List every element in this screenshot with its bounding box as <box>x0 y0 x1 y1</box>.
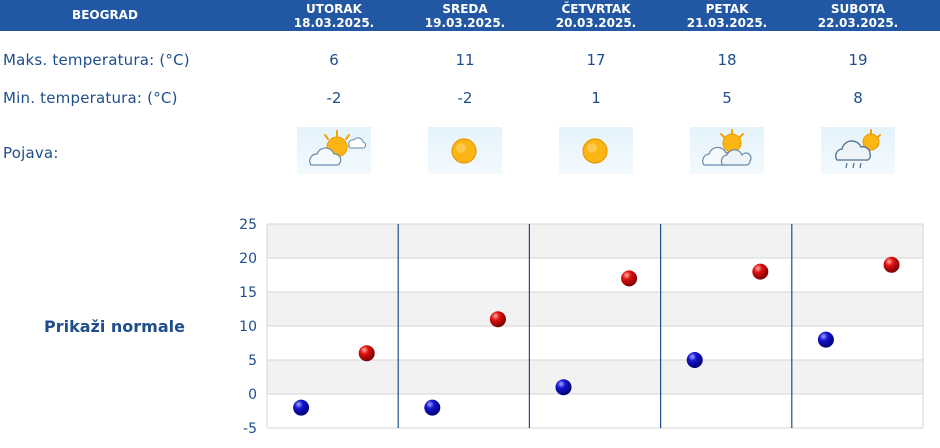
max-temp-marker <box>621 270 638 287</box>
max-temp-value: 17 <box>586 51 606 69</box>
chart-band <box>267 360 923 394</box>
day-date: 21.03.2025. <box>686 16 768 30</box>
max-temp-marker <box>883 256 900 273</box>
max-temp-marker <box>489 311 506 328</box>
partly-cloudy-sun-icon <box>309 130 367 166</box>
weather-icon-5 <box>821 127 895 174</box>
day-name: SREDA <box>442 2 488 16</box>
max-temp-value: 11 <box>455 51 475 69</box>
min-temp-value: 5 <box>722 89 732 107</box>
y-tick-label: 15 <box>239 285 257 301</box>
sun-icon <box>582 138 608 164</box>
chart-band <box>267 292 923 326</box>
min-temp-marker <box>686 352 703 368</box>
min-temp-value: 8 <box>853 89 863 107</box>
y-tick-label: 20 <box>239 251 257 267</box>
day-name: PETAK <box>705 2 749 16</box>
day-header-5: SUBOTA 22.03.2025. <box>793 2 923 30</box>
weather-icon-1 <box>297 127 371 174</box>
day-header-3: ČETVRTAK 20.03.2025. <box>531 2 661 30</box>
min-temp-label: Min. temperatura: (°C) <box>3 89 178 107</box>
day-header-1: UTORAK 18.03.2025. <box>269 2 399 30</box>
day-name: SUBOTA <box>830 2 886 16</box>
max-temp-value: 19 <box>848 51 868 69</box>
day-date: 18.03.2025. <box>293 16 375 30</box>
max-temp-value: 18 <box>717 51 737 69</box>
min-temp-marker <box>555 379 572 396</box>
max-temp-label: Maks. temperatura: (°C) <box>3 51 190 69</box>
day-date: 22.03.2025. <box>817 16 899 30</box>
y-tick-label: -5 <box>243 421 257 437</box>
max-temp-marker <box>358 345 375 362</box>
min-temp-marker <box>293 399 310 416</box>
clouds-sun-icon <box>702 129 752 166</box>
show-normals-link[interactable]: Prikaži normale <box>44 317 185 336</box>
weather-icon-3 <box>559 127 633 174</box>
weather-icon-2 <box>428 127 502 174</box>
chart-band <box>267 224 923 258</box>
max-temp-value: 6 <box>329 51 339 69</box>
day-name: ČETVRTAK <box>561 2 631 16</box>
day-name: UTORAK <box>306 2 362 16</box>
max-temp-marker <box>752 263 769 280</box>
day-header-4: PETAK 21.03.2025. <box>662 2 792 30</box>
y-tick-label: 5 <box>248 353 257 369</box>
min-temp-marker <box>424 399 441 416</box>
min-temp-marker <box>817 331 834 348</box>
day-header-2: SREDA 19.03.2025. <box>400 2 530 30</box>
chart-band <box>267 326 923 360</box>
y-tick-label: 10 <box>239 319 257 335</box>
forecast-header: BEOGRAD UTORAK 18.03.2025. SREDA 19.03.2… <box>0 0 940 31</box>
y-tick-label: 0 <box>248 387 257 403</box>
min-temp-value: 1 <box>591 89 601 107</box>
day-date: 19.03.2025. <box>424 16 506 30</box>
cloud-rain-sun-icon <box>835 129 881 169</box>
chart-band <box>267 394 923 428</box>
day-date: 20.03.2025. <box>555 16 637 30</box>
min-temp-value: -2 <box>457 89 473 107</box>
sun-icon <box>451 138 477 164</box>
y-tick-label: 25 <box>239 217 257 233</box>
weather-icon-4 <box>690 127 764 174</box>
phenomenon-label: Pojava: <box>3 144 59 162</box>
chart-band <box>267 258 923 292</box>
min-temp-value: -2 <box>326 89 342 107</box>
city-name: BEOGRAD <box>72 8 138 22</box>
